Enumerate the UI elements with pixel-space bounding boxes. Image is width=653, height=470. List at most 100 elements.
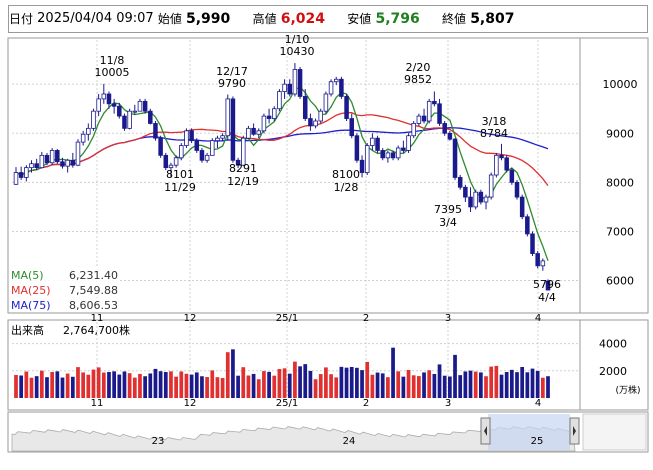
candle-body <box>210 140 215 156</box>
candle-body <box>530 233 535 254</box>
candle-body <box>24 167 29 178</box>
volume-bar <box>117 374 122 398</box>
ma-legend-name: MA(5) <box>11 269 44 282</box>
volume-bar <box>179 371 184 398</box>
price-header: 日付 2025/04/04 09:07 始値 5,990 高値 6,024 安値… <box>8 5 648 33</box>
candle-body <box>308 118 313 127</box>
candle-body <box>463 186 468 198</box>
volume-bar <box>339 366 344 398</box>
candle-body <box>261 115 267 132</box>
volume-bar <box>411 375 416 398</box>
price-tick-label: 8000 <box>606 176 634 189</box>
candle-body <box>401 147 406 151</box>
candle-body <box>457 177 463 188</box>
volume-tick-label: 4000 <box>599 338 627 351</box>
volume-bar <box>298 366 302 398</box>
candle-body <box>292 69 298 95</box>
candle-body <box>282 83 287 92</box>
volume-bar <box>329 374 333 398</box>
candle-body <box>370 137 375 146</box>
volume-bar <box>112 371 116 398</box>
candle-body <box>168 164 174 169</box>
volume-bar <box>282 368 287 398</box>
open-value: 5,990 <box>185 11 231 27</box>
candle-body <box>488 174 494 198</box>
volume-bar <box>19 375 24 398</box>
candle-body <box>163 154 169 169</box>
annotation-date: 2/20 <box>406 61 431 74</box>
candle-body <box>39 154 45 169</box>
volume-bar <box>138 373 142 398</box>
candle-body <box>246 127 251 139</box>
candle-body <box>13 172 19 185</box>
volume-bar <box>324 367 328 398</box>
volume-bar <box>396 371 401 398</box>
candle-body <box>44 154 50 164</box>
volume-bar <box>29 377 34 398</box>
volume-bar <box>101 372 106 398</box>
candle-body <box>153 123 158 139</box>
annotation-date: 3/18 <box>482 115 507 128</box>
candle-body <box>395 147 401 159</box>
candle-body <box>318 110 323 122</box>
annotation-date: 12/17 <box>216 65 248 78</box>
candle-body <box>179 145 184 159</box>
volume-bar <box>127 373 132 398</box>
volume-bar <box>91 369 96 398</box>
high-label: 高値 <box>252 12 277 26</box>
volume-bar <box>96 367 101 398</box>
volume-bar <box>349 366 354 398</box>
volume-x-tick-label: 12 <box>184 398 197 409</box>
volume-bar <box>184 373 189 398</box>
candle-body <box>184 130 189 146</box>
volume-bar <box>200 376 204 398</box>
volume-bar <box>509 369 514 398</box>
volume-bar <box>370 374 375 398</box>
price-tick-label: 6000 <box>606 275 634 288</box>
annotation-value: 10430 <box>280 45 315 58</box>
volume-x-tick-label: 25/1 <box>276 398 298 409</box>
annotation-value: 9790 <box>218 77 246 90</box>
volume-bar <box>478 372 483 398</box>
candle-body <box>432 100 437 105</box>
candle-body <box>406 135 411 151</box>
candle-body <box>540 260 546 267</box>
volume-bar <box>318 374 323 398</box>
volume-bar <box>515 372 519 398</box>
volume-bar <box>334 377 339 398</box>
volume-bar <box>375 372 380 398</box>
ma25-line <box>15 112 549 186</box>
volume-bar <box>344 367 349 398</box>
volume-bar <box>220 378 225 398</box>
navigator-selected-range[interactable] <box>488 414 570 450</box>
ma-legend-name: MA(25) <box>11 284 51 297</box>
open-label: 始値 <box>157 12 182 26</box>
candle-body <box>148 110 153 124</box>
low-value: 5,796 <box>375 11 420 27</box>
volume-unit-label: (万株) <box>615 384 640 396</box>
candle-body <box>65 159 70 167</box>
volume-bar <box>540 377 545 398</box>
volume-bar <box>473 371 478 398</box>
candle-body <box>499 154 504 159</box>
ma-legend-value: 7,549.88 <box>69 284 118 297</box>
candle-body <box>447 132 453 140</box>
volume-x-tick-label: 4 <box>535 398 541 409</box>
volume-bar <box>225 352 230 398</box>
ma-legend-bg <box>10 283 120 297</box>
candle-body <box>158 137 163 156</box>
candle-body <box>70 159 76 166</box>
candle-body <box>535 253 540 267</box>
candle-body <box>468 196 473 208</box>
volume-bar <box>458 375 463 398</box>
annotation-value: 7395 <box>434 203 462 216</box>
candle-body <box>525 216 530 235</box>
volume-bar <box>65 373 70 398</box>
price-tick-label: 9000 <box>606 127 634 140</box>
candle-body <box>385 152 391 159</box>
volume-bar <box>525 372 530 398</box>
annotation-date: 11/29 <box>164 181 196 194</box>
candle-body <box>189 130 194 142</box>
candle-body <box>514 181 520 198</box>
